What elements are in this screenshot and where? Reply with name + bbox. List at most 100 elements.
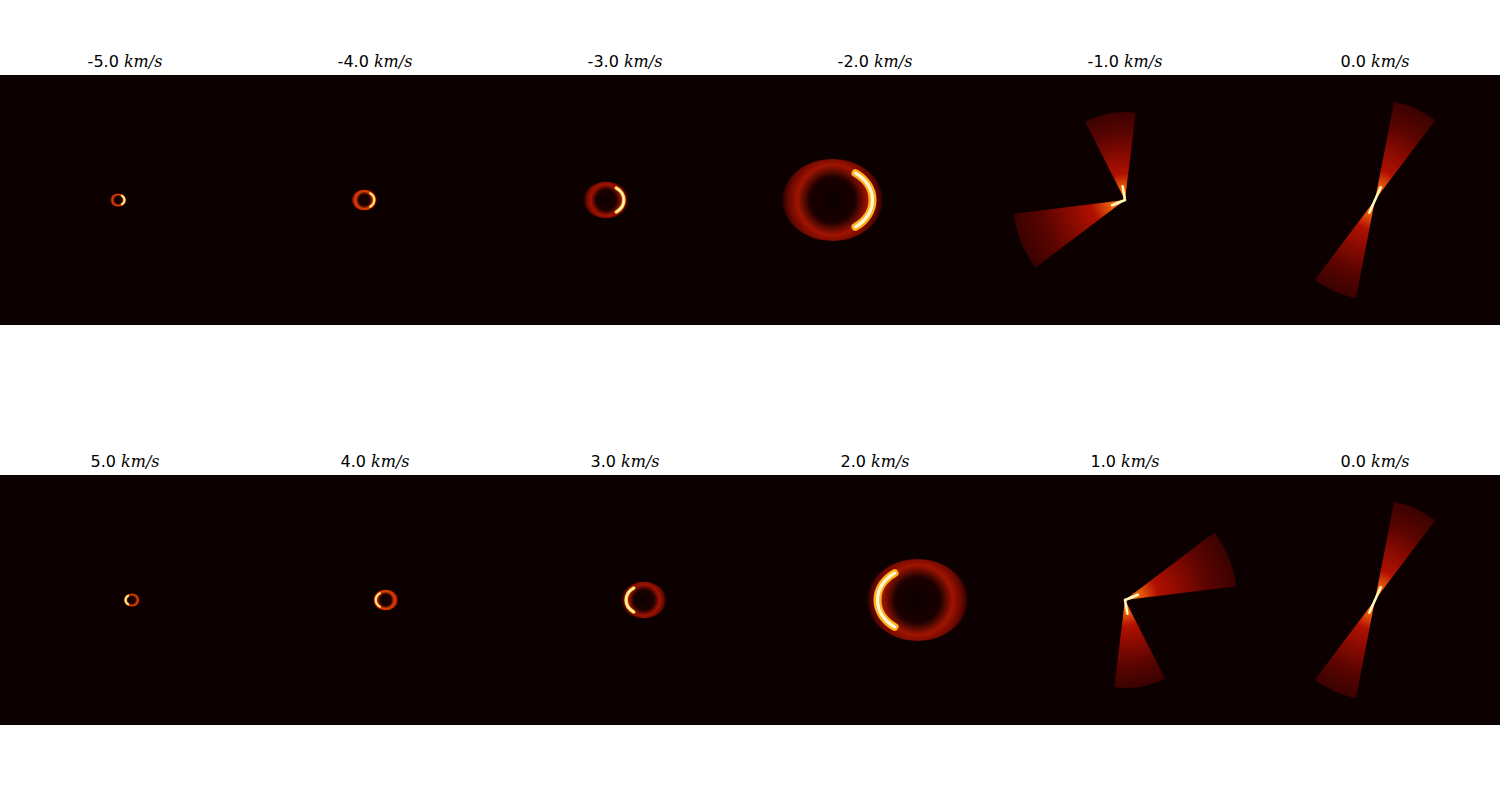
emission-map xyxy=(868,559,968,641)
emission-orient xyxy=(584,182,628,218)
emission-crescent xyxy=(877,573,894,627)
emission-crescent xyxy=(626,588,634,612)
emission-orient xyxy=(1315,102,1435,298)
emission-fan xyxy=(1085,112,1136,200)
emission-map xyxy=(1315,502,1435,698)
title-number: 5.0 xyxy=(91,452,122,471)
title-unit: km/s xyxy=(374,52,412,71)
emission-ring xyxy=(352,190,377,211)
emission-crescent-core xyxy=(626,588,634,612)
panel: 5.0 km/s xyxy=(0,452,250,725)
emission-fan xyxy=(1125,533,1236,600)
emission-crescent xyxy=(376,593,380,606)
panel-background xyxy=(750,75,1000,325)
emission-peak xyxy=(1369,200,1375,213)
emission-peak xyxy=(1369,600,1375,613)
emission-ring xyxy=(622,582,666,618)
panel: 2.0 km/s xyxy=(750,452,1000,725)
panel-background xyxy=(1250,475,1500,725)
panel-background xyxy=(1000,475,1250,725)
title-unit: km/s xyxy=(1121,452,1159,471)
emission-ring xyxy=(124,593,140,606)
panel-background xyxy=(750,475,1000,725)
panel-background xyxy=(500,475,750,725)
panel-title: 0.0 km/s xyxy=(1341,452,1410,471)
figure: -5.0 km/s-4.0 km/s-3.0 km/s-2.0 km/s-1.0… xyxy=(0,0,1500,800)
panel-title: 3.0 km/s xyxy=(591,452,660,471)
emission-crescent xyxy=(122,196,125,205)
panel-background xyxy=(0,475,250,725)
panel-background xyxy=(1000,75,1250,325)
emission-fan xyxy=(1375,502,1435,600)
title-number: 2.0 xyxy=(841,452,872,471)
emission-orient xyxy=(352,190,377,211)
title-number: -4.0 xyxy=(338,52,374,71)
panel: 0.0 km/s xyxy=(1250,52,1500,325)
title-number: 0.0 xyxy=(1341,52,1372,71)
emission-ring xyxy=(373,590,398,611)
panel-background xyxy=(500,75,750,325)
panel: -3.0 km/s xyxy=(500,52,750,325)
panel-background xyxy=(1250,75,1500,325)
background xyxy=(0,0,1500,800)
emission-map xyxy=(584,182,628,218)
panel-title: -5.0 km/s xyxy=(88,52,163,71)
panel-title: 2.0 km/s xyxy=(841,452,910,471)
title-number: 1.0 xyxy=(1091,452,1122,471)
title-number: -3.0 xyxy=(588,52,624,71)
emission-fan xyxy=(1375,102,1435,200)
emission-orient xyxy=(622,582,666,618)
emission-map xyxy=(783,159,883,241)
emission-crescent-core xyxy=(370,193,374,206)
emission-peak xyxy=(1375,587,1381,600)
emission-map xyxy=(110,193,126,206)
emission-map xyxy=(1014,112,1136,267)
emission-fan xyxy=(1315,600,1375,698)
emission-fan xyxy=(1315,200,1375,298)
emission-peak xyxy=(1125,595,1138,600)
emission-crescent-core xyxy=(125,596,128,605)
title-unit: km/s xyxy=(1371,52,1409,71)
panel: 0.0 km/s xyxy=(1250,452,1500,725)
emission-peak xyxy=(1375,187,1381,200)
title-number: 0.0 xyxy=(1341,452,1372,471)
emission-fan xyxy=(1114,600,1165,688)
panel-background xyxy=(250,475,500,725)
emission-crescent xyxy=(616,188,624,212)
emission-peak xyxy=(1125,600,1127,614)
emission-crescent-core xyxy=(855,173,872,227)
panel-title: 0.0 km/s xyxy=(1341,52,1410,71)
emission-ring xyxy=(783,159,883,241)
panel: -1.0 km/s xyxy=(1000,52,1250,325)
title-number: 3.0 xyxy=(591,452,622,471)
panel: 4.0 km/s xyxy=(250,452,500,725)
panel-background xyxy=(0,75,250,325)
emission-orient xyxy=(124,593,140,606)
panel: -5.0 km/s xyxy=(0,52,250,325)
title-unit: km/s xyxy=(371,452,409,471)
title-unit: km/s xyxy=(621,452,659,471)
panel-title: -1.0 km/s xyxy=(1088,52,1163,71)
emission-ring xyxy=(110,193,126,206)
panel-title: -4.0 km/s xyxy=(338,52,413,71)
emission-crescent-core xyxy=(877,573,894,627)
emission-orient xyxy=(783,159,883,241)
title-number: -5.0 xyxy=(88,52,124,71)
emission-map xyxy=(124,593,140,606)
panel-background xyxy=(250,75,500,325)
emission-crescent xyxy=(855,173,872,227)
title-number: -1.0 xyxy=(1088,52,1124,71)
title-number: 4.0 xyxy=(341,452,372,471)
panel: -2.0 km/s xyxy=(750,52,1000,325)
emission-orient xyxy=(1114,533,1236,688)
emission-map xyxy=(1315,102,1435,298)
emission-crescent xyxy=(370,193,374,206)
emission-map xyxy=(622,582,666,618)
emission-peak xyxy=(1112,200,1125,205)
panel-title: 4.0 km/s xyxy=(341,452,410,471)
title-unit: km/s xyxy=(871,452,909,471)
panel-title: 5.0 km/s xyxy=(91,452,160,471)
emission-crescent xyxy=(125,596,128,605)
panel: -4.0 km/s xyxy=(250,52,500,325)
emission-map xyxy=(1114,533,1236,688)
